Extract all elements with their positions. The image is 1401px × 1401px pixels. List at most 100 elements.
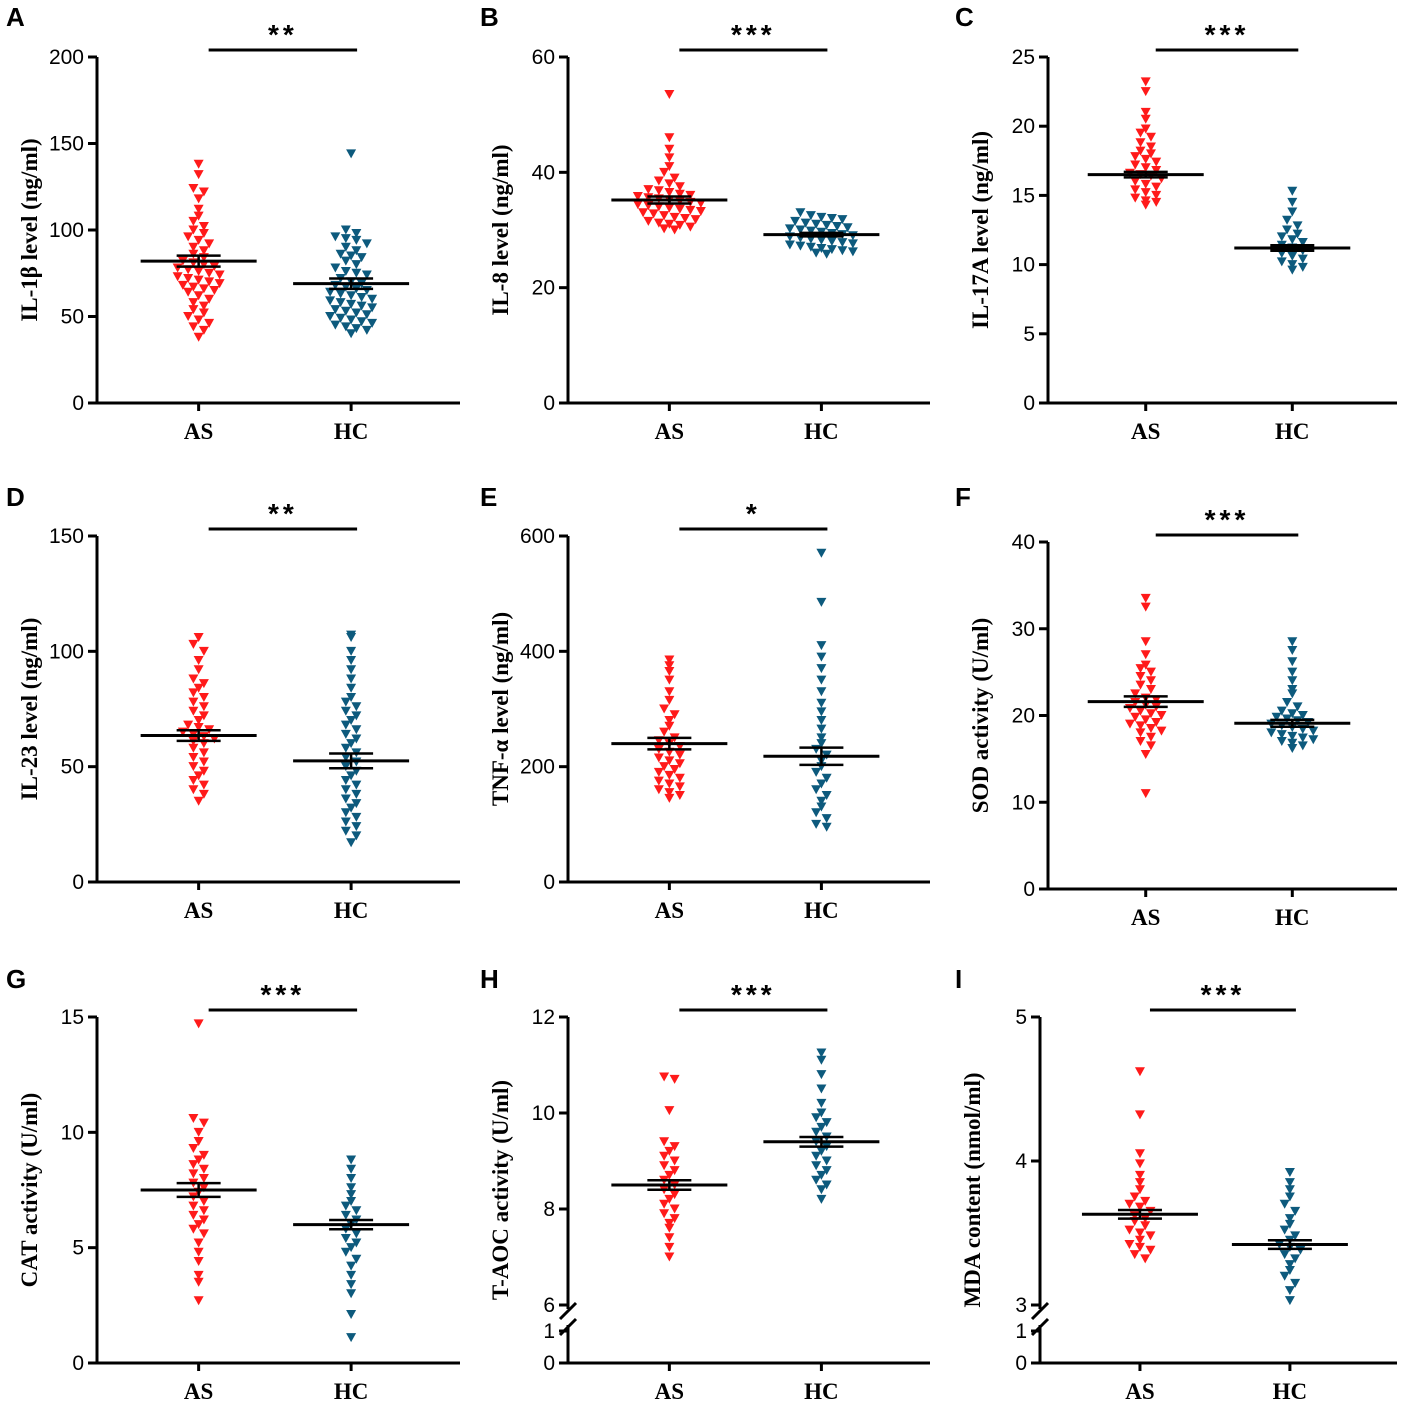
data-point-hc (346, 656, 357, 666)
data-point-as (1130, 193, 1141, 203)
data-point-as (664, 1252, 675, 1262)
data-point-as (1145, 1245, 1156, 1255)
data-point-as (1151, 190, 1162, 200)
data-point-as (1130, 185, 1141, 195)
data-point-as (188, 706, 199, 716)
data-point-as (193, 1137, 204, 1147)
data-point-hc (811, 767, 822, 777)
data-point-as (193, 1247, 204, 1257)
y-tick-label: 40 (532, 161, 555, 184)
data-point-as (653, 218, 664, 228)
data-point-hc (367, 318, 378, 328)
data-point-hc (346, 1190, 357, 1200)
data-point-as (188, 697, 199, 707)
y-axis-title: IL-1β level (ng/ml) (17, 138, 42, 321)
data-point-hc (816, 597, 827, 607)
x-category-label: HC (804, 898, 839, 923)
data-point-hc (1287, 689, 1298, 699)
data-point-hc (325, 312, 336, 321)
data-point-hc (816, 707, 827, 717)
data-point-as (669, 1204, 680, 1214)
x-category-label: AS (655, 419, 684, 444)
y-tick-label: 200 (520, 756, 555, 779)
data-point-as (1145, 142, 1156, 152)
data-point-as (198, 325, 209, 335)
significance-label: *** (1205, 19, 1250, 50)
data-point-as (198, 757, 209, 767)
data-point-as (193, 683, 204, 693)
data-point-as (664, 1223, 675, 1233)
data-point-hc (816, 1122, 827, 1132)
y-axis-title: MDA content (nmol/ml) (960, 1072, 985, 1307)
data-point-as (198, 308, 209, 318)
data-point-as (193, 656, 204, 666)
data-point-hc (346, 1289, 357, 1299)
data-point-hc (816, 212, 827, 222)
data-point-as (674, 204, 685, 214)
data-point-as (659, 1199, 670, 1209)
data-point-as (664, 133, 675, 143)
data-point-as (1134, 1067, 1145, 1077)
data-point-hc (351, 1206, 362, 1216)
data-point-as (204, 277, 215, 287)
data-point-as (1124, 704, 1135, 714)
data-point-as (1140, 637, 1151, 647)
data-point-hc (346, 291, 357, 301)
y-tick-label: 60 (532, 46, 555, 69)
data-point-as (193, 170, 204, 180)
data-point-hc (1284, 1260, 1295, 1270)
data-point-hc (346, 803, 357, 813)
y-tick-label: 5 (1015, 1006, 1027, 1029)
y-tick-label: 0 (1015, 1352, 1027, 1375)
data-point-as (183, 287, 194, 297)
data-point-as (198, 702, 209, 712)
y-tick-label: 15 (1012, 184, 1035, 207)
data-point-hc (1287, 637, 1298, 647)
data-point-as (674, 220, 685, 230)
x-category-label: AS (655, 1379, 684, 1401)
data-point-hc (351, 1229, 362, 1239)
data-point-as (659, 211, 670, 221)
data-point-as (638, 208, 649, 218)
data-point-as (193, 632, 204, 642)
data-point-hc (351, 260, 362, 270)
data-point-hc (351, 308, 362, 318)
data-point-hc (340, 762, 351, 772)
data-point-hc (1276, 706, 1287, 716)
data-point-hc (351, 734, 362, 744)
data-point-as (674, 782, 685, 792)
x-category-label: HC (804, 419, 839, 444)
data-point-as (1140, 602, 1151, 612)
data-point-hc (340, 776, 351, 786)
data-point-hc (340, 256, 351, 266)
y-tick-label: 0 (543, 1352, 555, 1375)
data-point-as (1145, 724, 1156, 734)
data-point-as (1140, 154, 1151, 164)
data-point-as (198, 301, 209, 311)
y-tick-label: 0 (1023, 392, 1035, 415)
data-point-hc (346, 251, 357, 261)
data-point-hc (1284, 1168, 1295, 1178)
data-point-hc (1287, 235, 1298, 245)
data-point-hc (816, 548, 827, 558)
data-point-hc (1279, 1225, 1290, 1235)
data-point-as (664, 219, 675, 229)
x-category-label: HC (1275, 419, 1310, 444)
data-point-hc (784, 224, 795, 234)
data-point-as (664, 1218, 675, 1228)
data-point-as (1145, 676, 1156, 686)
data-point-hc (816, 724, 827, 734)
data-point-as (664, 179, 675, 189)
data-point-as (1129, 1192, 1140, 1202)
data-point-hc (351, 780, 362, 790)
data-point-as (193, 1257, 204, 1267)
data-point-as (1145, 741, 1156, 751)
data-point-as (183, 273, 194, 283)
y-tick-label: 12 (532, 1006, 555, 1029)
data-point-hc (832, 222, 843, 232)
data-point-as (1134, 1235, 1145, 1245)
data-point-hc (816, 698, 827, 708)
data-point-hc (1287, 657, 1298, 667)
data-point-hc (340, 785, 351, 795)
data-point-as (193, 315, 204, 325)
